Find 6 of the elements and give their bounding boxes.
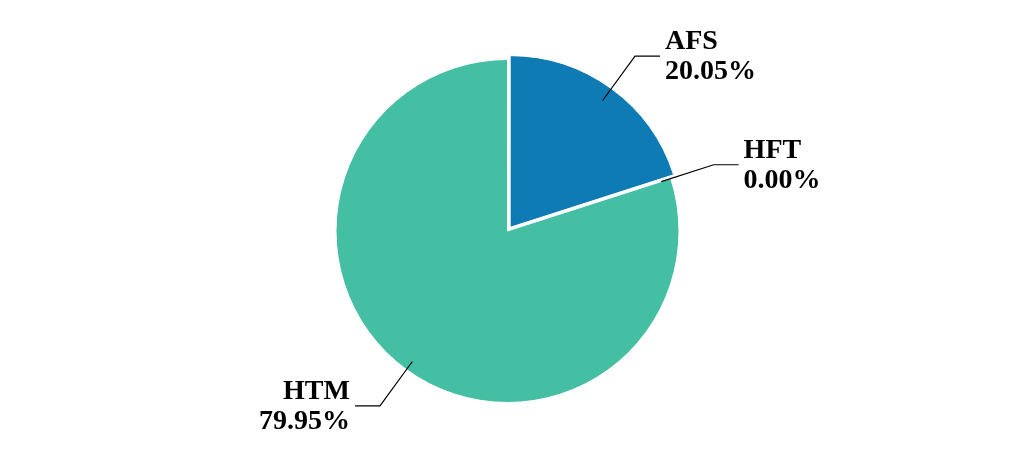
category-label: HFT <box>743 132 802 164</box>
data-label: 20.05% <box>665 54 757 86</box>
slice-label: AFS <box>665 24 718 56</box>
text: 0.00% <box>743 162 821 194</box>
data-label: 79.95% <box>258 404 350 436</box>
slice-label: HTM <box>283 374 350 406</box>
